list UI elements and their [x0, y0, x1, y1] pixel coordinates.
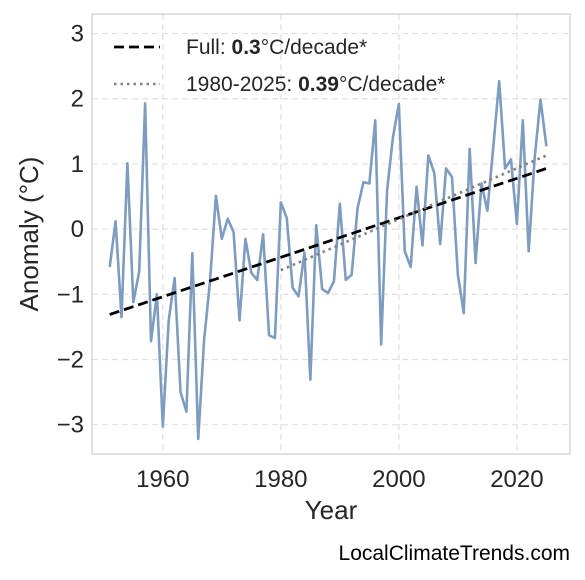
- y-tick-label: −2: [57, 346, 84, 373]
- plot-frame: [91, 13, 571, 455]
- x-tick-labels: 1960 1980 2000 2020: [136, 466, 543, 493]
- y-axis-label: Anomaly (°C): [14, 157, 44, 312]
- x-tick-label: 1980: [254, 466, 307, 493]
- source-watermark: LocalClimateTrends.com: [339, 542, 570, 565]
- y-tick-label: 1: [71, 151, 84, 178]
- data-series: [108, 79, 548, 441]
- x-axis-label: Year: [305, 495, 358, 525]
- y-tick-label: −1: [57, 281, 84, 308]
- x-tick-label: 2000: [372, 466, 425, 493]
- y-tick-label: 3: [71, 21, 84, 48]
- y-tick-label: 0: [71, 216, 84, 243]
- grid-lines: [92, 14, 570, 454]
- anomaly-series-line: [108, 79, 548, 441]
- y-tick-label: 2: [71, 86, 84, 113]
- x-tick-label: 2020: [490, 466, 543, 493]
- y-tick-labels: −3 −2 −1 0 1 2 3: [57, 21, 84, 439]
- legend-entry-full: Full: 0.3°C/decade*: [186, 36, 367, 59]
- y-tick-label: −3: [57, 412, 84, 439]
- x-tick-label: 1960: [136, 466, 189, 493]
- trend-1980-2025-line: [280, 154, 547, 272]
- legend: Full: 0.3°C/decade* 1980-2025: 0.39°C/de…: [114, 36, 445, 96]
- legend-entry-1980-2025: 1980-2025: 0.39°C/decade*: [186, 73, 445, 96]
- trend-full-line: [109, 167, 547, 316]
